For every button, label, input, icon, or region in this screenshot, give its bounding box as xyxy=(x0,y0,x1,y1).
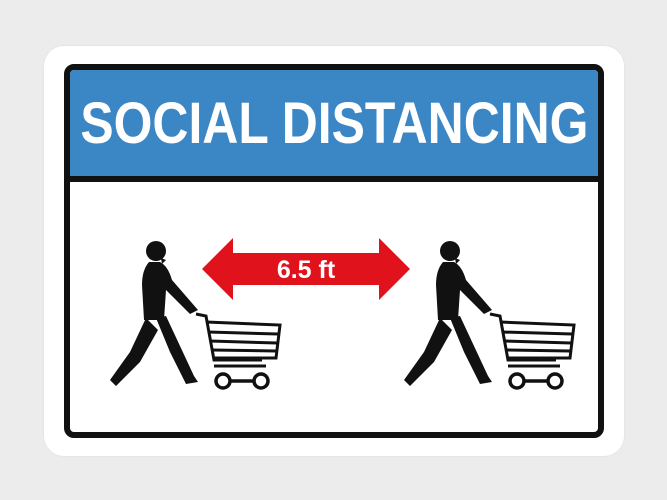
person-pushing-cart-icon xyxy=(110,241,282,390)
double-headed-arrow-icon: 6.5 ft xyxy=(202,238,410,300)
title-banner: SOCIAL DISTANCING xyxy=(70,70,598,182)
social-distancing-sign: SOCIAL DISTANCING xyxy=(64,64,604,438)
person-pushing-cart-icon xyxy=(404,241,576,390)
sign-title: SOCIAL DISTANCING xyxy=(79,91,589,156)
distance-label: 6.5 ft xyxy=(277,256,336,284)
